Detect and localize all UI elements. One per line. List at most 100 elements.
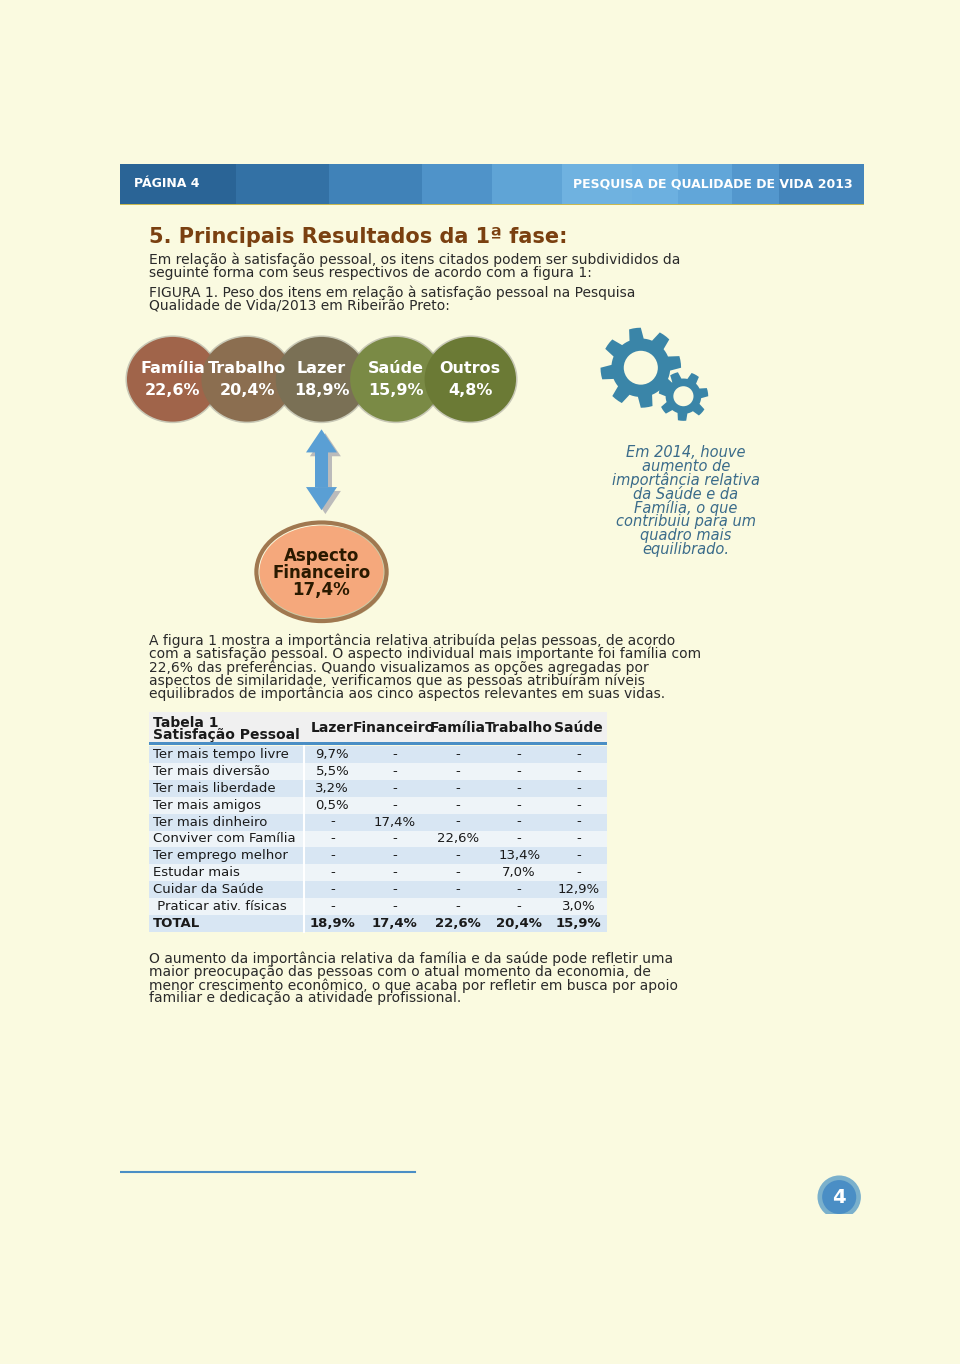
Text: aspectos de similaridade, verificamos que as pessoas atribuíram níveis: aspectos de similaridade, verificamos qu… (150, 672, 645, 687)
Text: -: - (392, 850, 396, 862)
Text: Família, o que: Família, o que (634, 499, 737, 516)
Text: Conviver com Família: Conviver com Família (153, 832, 295, 846)
Text: 9,7%: 9,7% (316, 747, 349, 761)
Text: Cuidar da Saúde: Cuidar da Saúde (153, 884, 263, 896)
Text: 15,9%: 15,9% (556, 917, 602, 930)
Text: -: - (456, 900, 460, 914)
Bar (150, 797, 607, 813)
Bar (150, 780, 607, 797)
Text: Família: Família (430, 722, 486, 735)
Ellipse shape (350, 337, 442, 421)
Text: Financeiro: Financeiro (353, 722, 436, 735)
Text: -: - (330, 900, 335, 914)
Polygon shape (659, 372, 708, 421)
Text: -: - (516, 884, 521, 896)
Text: -: - (456, 765, 460, 777)
Text: PESQUISA DE QUALIDADE DE VIDA 2013: PESQUISA DE QUALIDADE DE VIDA 2013 (573, 177, 852, 190)
Ellipse shape (276, 337, 368, 421)
Bar (150, 847, 607, 865)
Ellipse shape (424, 337, 516, 421)
Bar (678, 164, 864, 203)
Text: Ter mais tempo livre: Ter mais tempo livre (153, 747, 288, 761)
Text: -: - (330, 884, 335, 896)
Text: 22,6% das preferências. Quando visualizamos as opções agregadas por: 22,6% das preferências. Quando visualiza… (150, 660, 649, 675)
Text: Saúde: Saúde (368, 361, 424, 376)
Ellipse shape (423, 336, 517, 423)
Text: 3,2%: 3,2% (316, 782, 349, 795)
Text: -: - (456, 884, 460, 896)
Text: -: - (392, 832, 396, 846)
Text: Trabalho: Trabalho (208, 361, 286, 376)
Text: 22,6%: 22,6% (145, 382, 201, 397)
Text: 20,4%: 20,4% (496, 917, 542, 930)
Text: Ter emprego melhor: Ter emprego melhor (153, 850, 287, 862)
Text: -: - (516, 747, 521, 761)
Text: PÁGINA 4: PÁGINA 4 (134, 177, 200, 190)
Text: da Saúde e da: da Saúde e da (634, 487, 738, 502)
Text: -: - (576, 782, 581, 795)
Text: -: - (392, 900, 396, 914)
Text: Praticar ativ. físicas: Praticar ativ. físicas (153, 900, 286, 914)
Ellipse shape (348, 336, 444, 423)
Text: O aumento da importância relativa da família e da saúde pode refletir uma: O aumento da importância relativa da fam… (150, 952, 674, 966)
Bar (236, 164, 864, 203)
Text: Outros: Outros (440, 361, 501, 376)
Bar (732, 164, 864, 203)
Text: Estudar mais: Estudar mais (153, 866, 239, 880)
Bar (150, 762, 607, 780)
Text: importância relativa: importância relativa (612, 472, 759, 488)
Text: Ter mais dinheiro: Ter mais dinheiro (153, 816, 267, 828)
Circle shape (818, 1176, 861, 1218)
Text: -: - (576, 832, 581, 846)
Text: -: - (516, 765, 521, 777)
Text: -: - (516, 816, 521, 828)
Text: Ter mais liberdade: Ter mais liberdade (153, 782, 276, 795)
Text: -: - (392, 782, 396, 795)
Text: -: - (392, 765, 396, 777)
Text: -: - (576, 747, 581, 761)
Text: seguinte forma com seus respectivos de acordo com a figura 1:: seguinte forma com seus respectivos de a… (150, 266, 592, 280)
Bar (150, 915, 607, 932)
Text: Ter mais diversão: Ter mais diversão (153, 765, 270, 777)
Text: 0,5%: 0,5% (316, 798, 349, 812)
Text: Trabalho: Trabalho (485, 722, 553, 735)
Bar (150, 746, 607, 762)
Text: Lazer: Lazer (311, 722, 353, 735)
Text: -: - (456, 747, 460, 761)
Text: -: - (456, 816, 460, 828)
Text: Ter mais amigos: Ter mais amigos (153, 798, 260, 812)
Bar (120, 164, 232, 203)
Text: 15,9%: 15,9% (368, 382, 423, 397)
Text: contribuiu para um: contribuiu para um (615, 514, 756, 529)
Bar (329, 164, 864, 203)
Text: Tabela 1: Tabela 1 (153, 716, 218, 730)
Bar (150, 831, 607, 847)
Ellipse shape (259, 525, 383, 618)
Bar (492, 164, 864, 203)
Text: 17,4%: 17,4% (372, 917, 418, 930)
Ellipse shape (275, 336, 369, 423)
Polygon shape (306, 430, 337, 453)
Text: A figura 1 mostra a importância relativa atribuída pelas pessoas, de acordo: A figura 1 mostra a importância relativa… (150, 634, 676, 648)
Ellipse shape (259, 525, 388, 622)
Text: com a satisfação pessoal. O aspecto individual mais importante foi família com: com a satisfação pessoal. O aspecto indi… (150, 647, 702, 662)
Text: -: - (456, 782, 460, 795)
Bar (150, 712, 607, 743)
Text: FIGURA 1. Peso dos itens em relação à satisfação pessoal na Pesquisa: FIGURA 1. Peso dos itens em relação à sa… (150, 286, 636, 300)
Text: Família: Família (140, 361, 205, 376)
Text: -: - (576, 850, 581, 862)
Bar (120, 164, 864, 203)
Bar (150, 742, 607, 745)
Text: -: - (576, 765, 581, 777)
Bar (562, 164, 864, 203)
Text: -: - (456, 866, 460, 880)
Polygon shape (601, 327, 681, 408)
Text: -: - (516, 782, 521, 795)
Bar (150, 899, 607, 915)
Text: 13,4%: 13,4% (498, 850, 540, 862)
Ellipse shape (202, 337, 293, 421)
Text: -: - (330, 816, 335, 828)
Text: 22,6%: 22,6% (435, 917, 481, 930)
Text: -: - (456, 798, 460, 812)
Text: 3,0%: 3,0% (562, 900, 595, 914)
